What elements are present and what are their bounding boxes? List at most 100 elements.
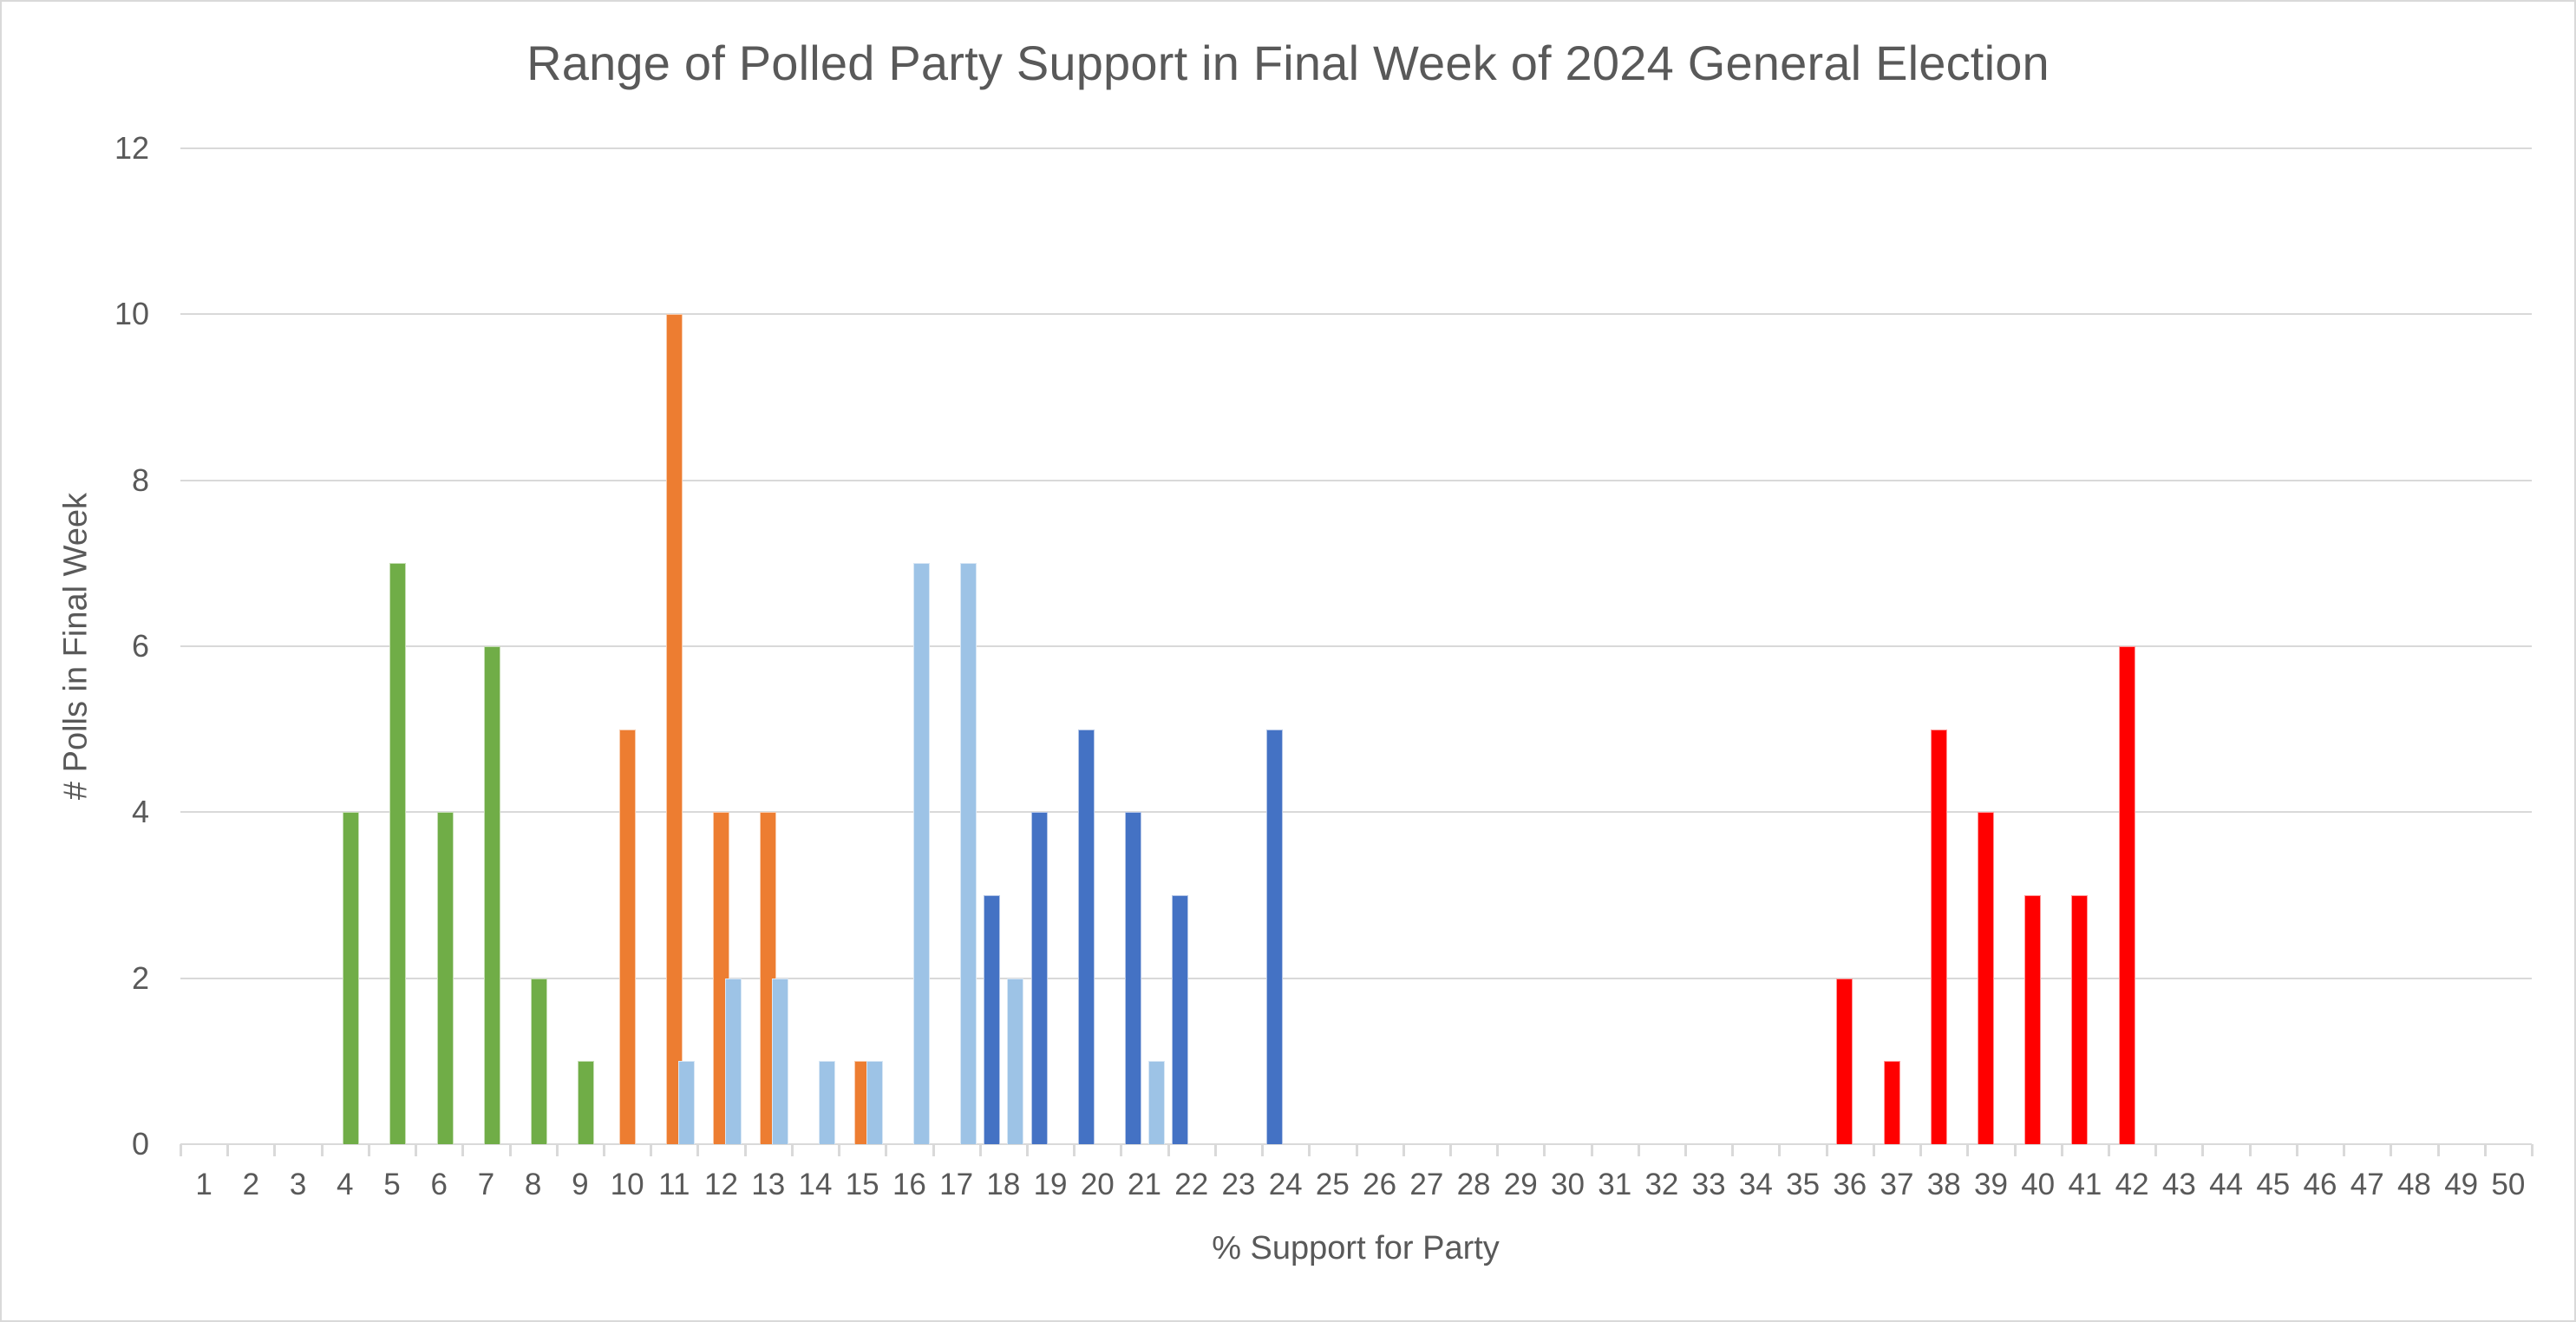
x-tick-mark xyxy=(555,1144,559,1156)
gridline xyxy=(180,147,2532,149)
x-tick-label: 34 xyxy=(1738,1168,1773,1201)
gridline xyxy=(180,645,2532,647)
x-tick-mark xyxy=(650,1144,653,1156)
x-tick-label: 3 xyxy=(289,1168,307,1201)
x-tick-label: 50 xyxy=(2491,1168,2526,1201)
bar xyxy=(2024,895,2042,1144)
bar xyxy=(1007,978,1024,1144)
bar xyxy=(531,978,548,1144)
x-tick-label: 22 xyxy=(1174,1168,1209,1201)
x-tick-mark xyxy=(2108,1144,2111,1156)
bar xyxy=(1172,895,1189,1144)
x-tick-label: 33 xyxy=(1691,1168,1726,1201)
bar xyxy=(1125,812,1141,1144)
x-tick-mark xyxy=(2060,1144,2063,1156)
bar xyxy=(772,978,789,1144)
x-tick-mark xyxy=(2483,1144,2487,1156)
x-tick-label: 2 xyxy=(242,1168,260,1201)
gridline xyxy=(180,811,2532,814)
x-tick-mark xyxy=(1590,1144,1593,1156)
bar xyxy=(389,563,407,1144)
x-tick-mark xyxy=(273,1144,277,1156)
x-tick-mark xyxy=(1213,1144,1217,1156)
x-tick-mark xyxy=(1167,1144,1170,1156)
bar xyxy=(1077,729,1095,1144)
x-tick-mark xyxy=(461,1144,465,1156)
x-tick-mark xyxy=(1637,1144,1640,1156)
x-tick-mark xyxy=(1073,1144,1076,1156)
x-tick-mark xyxy=(2295,1144,2298,1156)
x-tick-mark xyxy=(743,1144,747,1156)
x-tick-mark xyxy=(2390,1144,2393,1156)
x-tick-mark xyxy=(1448,1144,1452,1156)
x-tick-label: 46 xyxy=(2303,1168,2337,1201)
x-tick-mark xyxy=(2013,1144,2017,1156)
x-tick-mark xyxy=(1684,1144,1688,1156)
x-tick-label: 17 xyxy=(939,1168,974,1201)
x-axis-title: % Support for Party xyxy=(1212,1230,1500,1266)
x-tick-mark xyxy=(1919,1144,1923,1156)
x-tick-mark xyxy=(508,1144,512,1156)
x-tick-mark xyxy=(2154,1144,2158,1156)
x-tick-label: 16 xyxy=(892,1168,926,1201)
x-tick-label: 1 xyxy=(195,1168,212,1201)
x-tick-mark xyxy=(838,1144,841,1156)
x-tick-label: 41 xyxy=(2068,1168,2102,1201)
x-tick-label: 21 xyxy=(1128,1168,1161,1201)
gridline xyxy=(180,313,2532,316)
x-tick-label: 15 xyxy=(845,1168,879,1201)
x-tick-label: 11 xyxy=(658,1168,690,1201)
y-tick-label: 12 xyxy=(114,130,149,166)
x-tick-label: 5 xyxy=(383,1168,401,1201)
x-tick-label: 32 xyxy=(1644,1168,1679,1201)
y-tick-label: 4 xyxy=(131,794,149,830)
x-tick-mark xyxy=(367,1144,370,1156)
x-tick-label: 37 xyxy=(1880,1168,1914,1201)
x-tick-label: 6 xyxy=(430,1168,448,1201)
bar xyxy=(912,563,930,1144)
bar xyxy=(819,1061,836,1144)
bar xyxy=(960,563,977,1144)
x-tick-label: 7 xyxy=(477,1168,495,1201)
x-tick-label: 9 xyxy=(572,1168,589,1201)
bar xyxy=(618,729,636,1144)
x-tick-label: 47 xyxy=(2350,1168,2384,1201)
x-tick-mark xyxy=(1543,1144,1546,1156)
x-tick-label: 25 xyxy=(1315,1168,1350,1201)
bar xyxy=(1030,812,1048,1144)
bar xyxy=(2071,895,2089,1144)
x-tick-mark xyxy=(180,1144,182,1156)
chart-title: Range of Polled Party Support in Final W… xyxy=(526,36,2050,90)
x-tick-label: 12 xyxy=(704,1168,738,1201)
y-tick-label: 6 xyxy=(131,628,149,664)
x-tick-label: 13 xyxy=(751,1168,786,1201)
x-tick-label: 23 xyxy=(1221,1168,1256,1201)
bar xyxy=(1883,1061,1900,1144)
x-tick-label: 48 xyxy=(2396,1168,2431,1201)
x-tick-mark xyxy=(2201,1144,2205,1156)
x-tick-mark xyxy=(1496,1144,1500,1156)
x-tick-mark xyxy=(320,1144,324,1156)
bar xyxy=(483,646,500,1144)
x-tick-mark xyxy=(1872,1144,1875,1156)
bar xyxy=(436,812,454,1144)
bar xyxy=(677,1061,695,1144)
x-tick-mark xyxy=(1731,1144,1735,1156)
x-tick-label: 43 xyxy=(2161,1168,2196,1201)
x-tick-mark xyxy=(790,1144,794,1156)
x-tick-label: 24 xyxy=(1268,1168,1303,1201)
x-tick-mark xyxy=(1308,1144,1311,1156)
x-tick-label: 8 xyxy=(524,1168,542,1201)
x-tick-label: 40 xyxy=(2021,1168,2056,1201)
x-tick-label: 14 xyxy=(798,1168,833,1201)
bar xyxy=(866,1061,883,1144)
x-tick-label: 30 xyxy=(1551,1168,1585,1201)
x-tick-label: 29 xyxy=(1503,1168,1538,1201)
x-tick-label: 20 xyxy=(1080,1168,1115,1201)
x-tick-mark xyxy=(1261,1144,1265,1156)
x-tick-label: 4 xyxy=(337,1168,354,1201)
x-tick-mark xyxy=(415,1144,418,1156)
x-tick-mark xyxy=(1355,1144,1358,1156)
x-tick-label: 36 xyxy=(1833,1168,1867,1201)
x-tick-mark xyxy=(696,1144,700,1156)
